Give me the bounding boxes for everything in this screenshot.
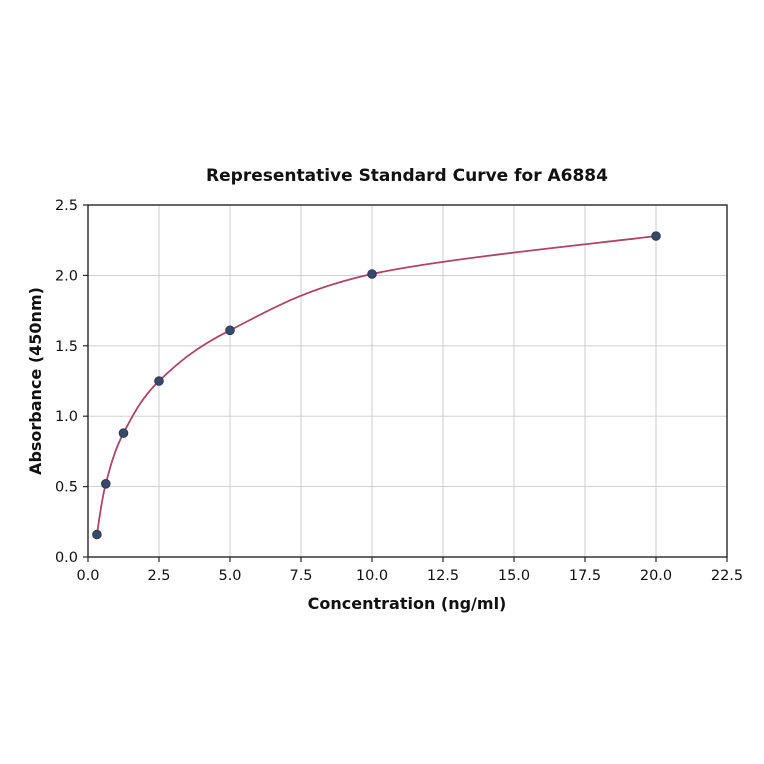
ticks-layer [83, 204, 728, 562]
data-point [651, 231, 661, 241]
y-tick-label: 2.5 [55, 198, 78, 214]
x-tick-label: 10.0 [356, 568, 388, 584]
standard-curve-line [96, 235, 657, 536]
x-tick-label: 0.0 [76, 568, 99, 584]
chart-title: Representative Standard Curve for A6884 [206, 166, 608, 186]
data-point [154, 376, 164, 386]
x-tick-label: 20.0 [640, 568, 672, 584]
x-tick-label: 17.5 [569, 568, 601, 584]
data-point [101, 479, 111, 489]
data-point [92, 529, 102, 540]
y-tick-label: 2.0 [55, 268, 78, 284]
x-tick-label: 5.0 [218, 568, 241, 584]
x-tick-label: 12.5 [427, 568, 459, 584]
x-tick-label: 7.5 [289, 568, 312, 584]
x-tick-label: 2.5 [147, 568, 170, 584]
y-tick-label: 0.0 [55, 550, 78, 566]
x-tick-label: 15.0 [498, 568, 530, 584]
y-tick-label: 1.5 [55, 339, 78, 355]
y-axis-label: Absorbance (450nm) [26, 287, 45, 475]
plot-border [87, 204, 728, 558]
tick-labels-layer: 0.0 2.5 5.0 7.5 10.0 12.5 15.0 17.5 20.0 22.5 0.0 0… [55, 198, 743, 584]
data-point [118, 428, 129, 438]
data-point [225, 325, 235, 336]
y-tick-label: 1.0 [55, 409, 78, 425]
y-tick-label: 0.5 [55, 480, 78, 496]
data-point [367, 269, 377, 279]
plot-border-layer [87, 204, 728, 558]
x-axis-label: Concentration (ng/ml) [308, 594, 507, 613]
gridlines-layer [87, 204, 728, 558]
series-layer [92, 231, 661, 540]
x-tick-label: 22.5 [711, 568, 743, 584]
